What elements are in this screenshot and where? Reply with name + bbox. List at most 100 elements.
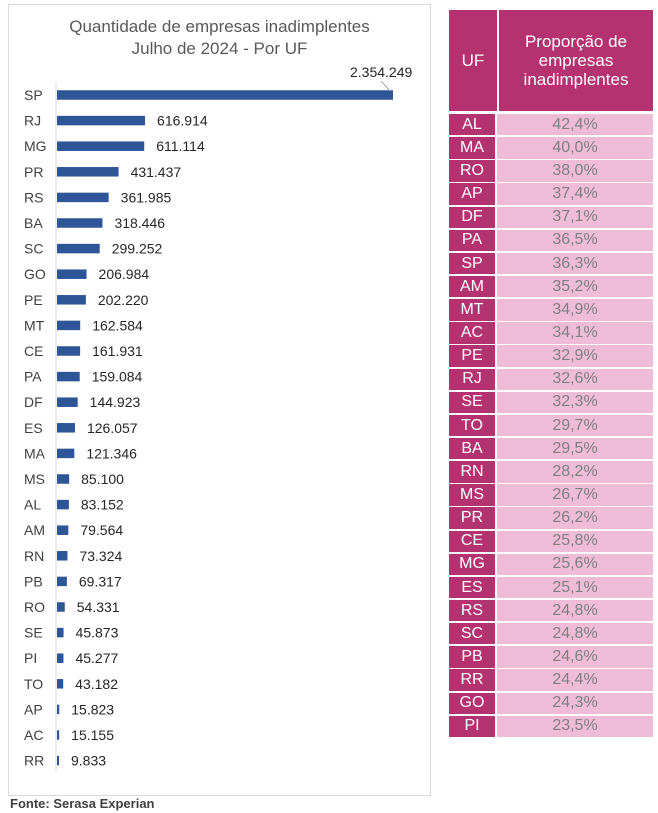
proportion-cell: 37,4% <box>497 183 653 205</box>
proportion-cell: 25,6% <box>497 553 653 576</box>
data-label: 299.252 <box>112 241 163 257</box>
table-row: AM 35,2% <box>449 275 653 298</box>
uf-cell: TO <box>449 414 495 437</box>
category-label: AL <box>24 497 41 513</box>
category-label: BA <box>24 215 43 231</box>
bar <box>57 167 119 177</box>
category-label: SE <box>24 625 43 641</box>
proportion-table: UF Proporção de empresas inadimplentes A… <box>449 10 653 739</box>
data-label: 121.346 <box>86 445 137 461</box>
table-row: SC 24,8% <box>449 623 653 645</box>
proportion-cell: 34,1% <box>497 322 653 344</box>
table-row: AP 37,4% <box>449 183 653 205</box>
bar <box>57 525 69 535</box>
bar <box>57 576 67 587</box>
table-row: DF 37,1% <box>449 206 653 228</box>
category-label: PR <box>24 164 43 180</box>
bar <box>57 192 109 203</box>
table-row: MS 26,7% <box>449 484 653 506</box>
table-row: PB 24,6% <box>449 646 653 668</box>
proportion-cell: 34,9% <box>497 299 653 321</box>
table-row: PE 32,9% <box>449 345 653 367</box>
uf-cell: RJ <box>449 368 495 390</box>
proportion-cell: 24,6% <box>497 646 653 668</box>
category-label: AP <box>24 701 43 717</box>
table-row: TO 29,7% <box>449 414 653 437</box>
category-label: RS <box>24 189 43 205</box>
data-label: 85.100 <box>81 471 124 487</box>
category-label: CE <box>24 343 43 359</box>
table-row: RR 24,4% <box>449 669 653 691</box>
table-row: GO 24,3% <box>449 692 653 714</box>
uf-cell: MS <box>449 484 495 506</box>
data-label: 318.446 <box>114 215 165 231</box>
uf-cell: BA <box>449 437 495 460</box>
data-label: 611.114 <box>156 138 205 154</box>
table-row: SE 32,3% <box>449 391 653 414</box>
data-label: 83.152 <box>81 497 124 513</box>
category-label: PB <box>24 573 43 589</box>
data-label: 616.914 <box>157 113 208 129</box>
bar <box>57 730 60 740</box>
data-label: 206.984 <box>99 266 150 282</box>
proportion-cell: 42,4% <box>497 114 653 136</box>
data-label: 431.437 <box>131 164 182 180</box>
data-label: 45.277 <box>75 650 118 666</box>
bar <box>57 474 70 484</box>
table-body: AL 42,4% MA 40,0% RO 38,0% AP 37,4% DF 37,1% PA 36,… <box>449 114 653 738</box>
category-label: RJ <box>24 113 41 129</box>
uf-cell: AM <box>449 275 495 298</box>
category-label: PI <box>24 650 37 666</box>
uf-cell: PR <box>449 507 495 529</box>
proportion-cell: 37,1% <box>497 206 653 228</box>
chart-title: Quantidade de empresas inadimplentes Jul… <box>8 16 431 60</box>
proportion-cell: 32,6% <box>497 368 653 390</box>
bar <box>57 653 64 663</box>
bar <box>57 295 86 305</box>
bar <box>57 371 80 382</box>
chart-frame <box>8 4 431 796</box>
proportion-cell: 24,8% <box>497 599 653 622</box>
header-proportion: Proporção de empresas inadimplentes <box>523 32 629 89</box>
uf-cell: AC <box>449 322 495 344</box>
proportion-cell: 26,2% <box>497 507 653 529</box>
category-label: GO <box>24 266 46 282</box>
category-label: SC <box>24 241 43 257</box>
uf-cell: SE <box>449 391 495 414</box>
category-label: AM <box>24 522 45 538</box>
category-label: PE <box>24 292 43 308</box>
proportion-cell: 24,4% <box>497 669 653 691</box>
bar <box>57 499 69 510</box>
proportion-cell: 32,3% <box>497 391 653 414</box>
data-label: 2.354.249 <box>350 64 412 80</box>
bar <box>57 704 60 715</box>
table-row: RJ 32,6% <box>449 368 653 390</box>
bar <box>57 551 68 561</box>
proportion-cell: 36,3% <box>497 252 653 275</box>
table-row: PR 26,2% <box>449 507 653 529</box>
uf-cell: SP <box>449 252 495 275</box>
table-row: RO 38,0% <box>449 160 653 182</box>
uf-cell: RS <box>449 599 495 622</box>
proportion-cell: 32,9% <box>497 345 653 367</box>
proportion-cell: 36,5% <box>497 229 653 252</box>
bar <box>57 423 75 433</box>
uf-cell: MA <box>449 137 495 159</box>
table-row: BA 29,5% <box>449 437 653 460</box>
uf-cell: ES <box>449 576 495 599</box>
uf-cell: CE <box>449 530 495 552</box>
bar <box>57 90 393 100</box>
proportion-cell: 29,7% <box>497 414 653 437</box>
data-label: 15.155 <box>71 727 114 743</box>
bar <box>57 346 81 356</box>
proportion-cell: 25,8% <box>497 530 653 552</box>
category-label: MT <box>24 317 45 333</box>
category-label: ES <box>24 420 43 436</box>
data-label: 43.182 <box>75 676 118 692</box>
uf-cell: MG <box>449 553 495 576</box>
uf-cell: AP <box>449 183 495 205</box>
category-label: MS <box>24 471 45 487</box>
bar <box>57 397 78 407</box>
table-header: UF Proporção de empresas inadimplentes <box>449 10 653 111</box>
data-label: 202.220 <box>98 292 149 308</box>
